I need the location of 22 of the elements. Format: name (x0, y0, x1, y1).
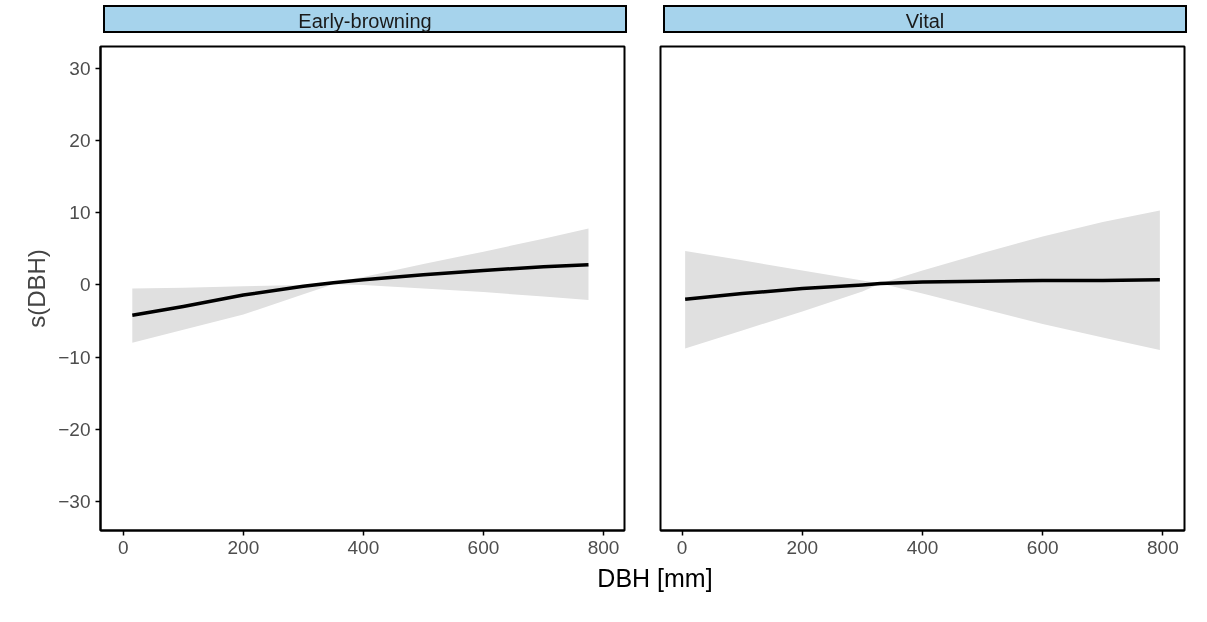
x-axis-title: DBH [mm] (596, 563, 714, 594)
y-tick-label: −30 (58, 491, 91, 513)
chart-title: Early-browning (103, 5, 627, 33)
chart-title: Vital (663, 5, 1187, 33)
y-tick-label: −20 (58, 418, 91, 440)
y-tick-label: 10 (69, 202, 91, 224)
x-tick-label: 200 (227, 536, 260, 558)
y-tick-label: −10 (58, 346, 91, 368)
x-tick-label: 200 (786, 536, 819, 558)
x-tick-label: 600 (1026, 536, 1059, 558)
line-series (130, 262, 591, 317)
x-tick-label: 600 (467, 536, 500, 558)
y-axis-title: s(DBH) (23, 249, 51, 328)
y-tick-label: 20 (69, 129, 91, 151)
x-tick-label: 800 (1147, 536, 1179, 558)
y-tick-label: 0 (79, 274, 91, 296)
x-tick-label: 400 (906, 536, 939, 558)
x-tick-label: 800 (587, 536, 620, 558)
x-tick-label: 0 (676, 536, 688, 558)
x-tick-label: 400 (347, 536, 380, 558)
x-tick-label: 0 (118, 536, 129, 558)
y-tick-label: 30 (69, 57, 91, 79)
